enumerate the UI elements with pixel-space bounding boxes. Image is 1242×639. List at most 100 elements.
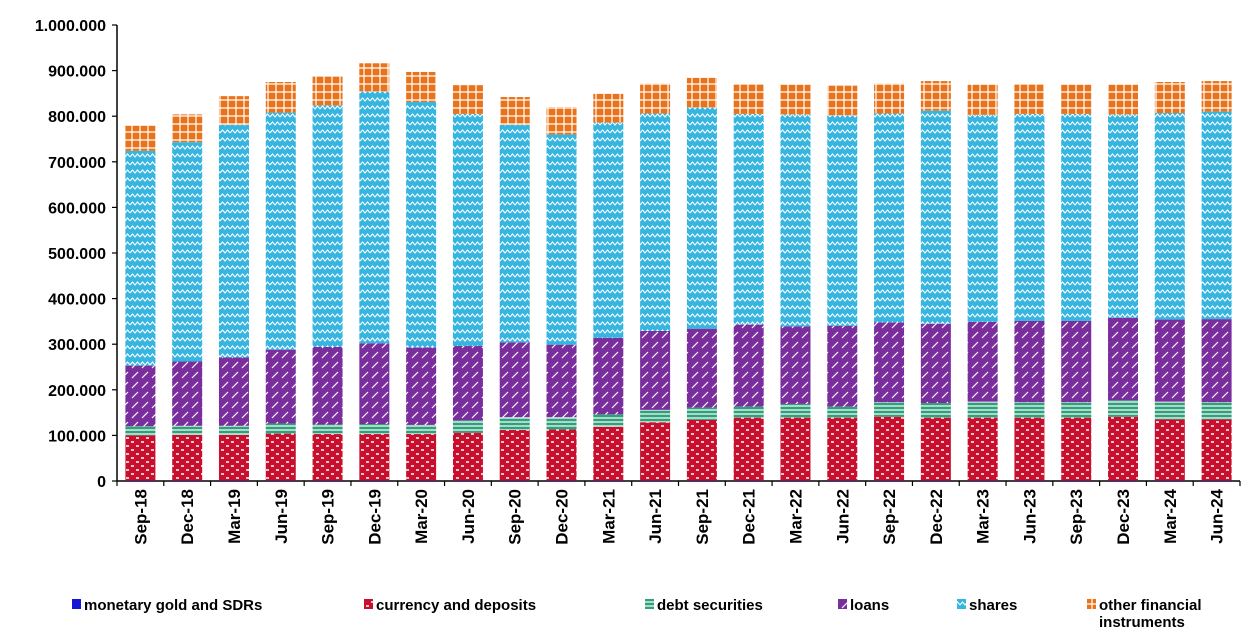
bar-segment — [266, 82, 296, 113]
x-tick-label: Jun-23 — [1020, 489, 1039, 544]
bar-segment — [406, 347, 436, 425]
bar-segment — [921, 81, 951, 111]
bar-segment — [125, 366, 155, 427]
bar-segment — [1061, 321, 1091, 402]
bar-segment — [547, 134, 577, 344]
bar-segment — [593, 338, 623, 415]
y-tick-label: 400.000 — [48, 292, 106, 309]
x-tick-label: Sep-21 — [693, 489, 712, 545]
bar-segment — [921, 403, 951, 418]
bar-segment — [827, 407, 857, 418]
x-tick-label: Mar-21 — [599, 489, 618, 544]
legend-swatch — [838, 599, 847, 609]
legend-label: loans — [850, 597, 889, 614]
y-tick-label: 300.000 — [48, 337, 106, 354]
bar-segment — [406, 72, 436, 102]
bar-segment — [406, 425, 436, 434]
bar-segment — [172, 426, 202, 435]
bar-segment — [780, 326, 810, 404]
bar-segment — [921, 324, 951, 403]
bar-segment — [1108, 318, 1138, 401]
bar-segment — [874, 113, 904, 322]
bar-segment — [687, 408, 717, 420]
legend: monetary gold and SDRs currency and depos… — [72, 597, 1202, 631]
bar-segment — [266, 113, 296, 350]
bar-segment — [874, 83, 904, 113]
bar-segment — [780, 418, 810, 481]
bar-segment — [640, 113, 670, 331]
bar-segment — [266, 424, 296, 434]
y-tick-label: 500.000 — [48, 246, 106, 263]
bar-segment — [1014, 418, 1044, 481]
bar-segment — [219, 357, 249, 425]
legend-label-cont: instruments — [1099, 614, 1185, 631]
legend-swatch — [1087, 599, 1096, 609]
bar-segment — [640, 331, 670, 410]
x-tick-label: Mar-22 — [786, 489, 805, 544]
bar-segment — [313, 434, 343, 481]
bar-segment — [874, 417, 904, 481]
bar-segment — [1202, 81, 1232, 112]
x-axis: Sep-18 Dec-18 Mar-19 Jun-19 Sep-19 Dec-19 Mar-… — [117, 481, 1240, 545]
bar-segment — [547, 429, 577, 480]
bar-segment — [547, 345, 577, 418]
bar-segment — [968, 85, 998, 115]
x-tick-label: Dec-18 — [178, 489, 197, 545]
x-tick-label: Dec-20 — [553, 489, 572, 545]
bar-segment — [1061, 85, 1091, 114]
bar-segment — [500, 125, 530, 343]
bar-segment — [734, 325, 764, 407]
bar-segment — [1014, 114, 1044, 321]
bar-segment — [827, 418, 857, 481]
x-tick-label: Sep-20 — [506, 489, 525, 545]
bar-segment — [453, 433, 483, 481]
x-tick-label: Sep-22 — [880, 489, 899, 545]
bar-segment — [313, 76, 343, 106]
bar-segment — [1014, 321, 1044, 402]
bar-segment — [1108, 85, 1138, 115]
bar-segment — [359, 424, 389, 434]
bar-segment — [219, 435, 249, 481]
y-tick-label: 800.000 — [48, 109, 106, 126]
bar-segment — [359, 343, 389, 424]
x-tick-label: Jun-22 — [833, 489, 852, 544]
bar-segment — [1155, 82, 1185, 113]
legend-swatch — [364, 599, 373, 609]
y-tick-label: 600.000 — [48, 200, 106, 217]
bar-segment — [172, 142, 202, 361]
bar-segment — [453, 114, 483, 346]
x-tick-label: Dec-22 — [927, 489, 946, 545]
bar-segment — [1061, 114, 1091, 321]
bar-segment — [453, 346, 483, 420]
bar-segment — [687, 329, 717, 408]
legend-label: other financial — [1099, 597, 1202, 614]
legend-label: shares — [969, 597, 1017, 614]
bar-segment — [500, 97, 530, 125]
legend-label: debt securities — [657, 597, 763, 614]
bar-segment — [1155, 113, 1185, 320]
bar-segment — [780, 114, 810, 326]
bar-segment — [687, 108, 717, 329]
bar-segment — [359, 63, 389, 91]
bar-segment — [453, 85, 483, 114]
bar-segment — [1061, 402, 1091, 418]
x-tick-label: Sep-18 — [131, 489, 150, 545]
bar-segment — [406, 434, 436, 481]
bar-segment — [1014, 402, 1044, 418]
bar-segment — [1155, 419, 1185, 480]
x-tick-label: Jun-20 — [459, 489, 478, 544]
bar-segment — [1202, 319, 1232, 402]
bar-segment — [874, 402, 904, 417]
bar-segment — [734, 84, 764, 114]
bar-segment — [219, 125, 249, 358]
legend-label: currency and deposits — [376, 597, 536, 614]
bar-segment — [827, 326, 857, 407]
bar-segment — [687, 78, 717, 108]
bar-segment — [1108, 400, 1138, 416]
x-tick-label: Mar-19 — [225, 489, 244, 544]
bar-segment — [640, 83, 670, 113]
bar-segment — [593, 414, 623, 426]
bar-segment — [359, 434, 389, 481]
y-tick-label: 700.000 — [48, 155, 106, 172]
